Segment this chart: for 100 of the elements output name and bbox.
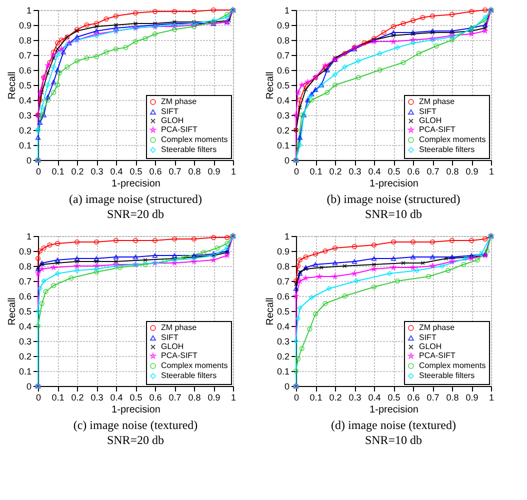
x-tick-label: 0.1 xyxy=(52,166,64,176)
x-tick-label: 1 xyxy=(488,392,494,402)
legend-label: PCA-SIFT xyxy=(161,351,198,360)
x-tick-label: 0.7 xyxy=(426,392,440,402)
y-tick-label: 0 xyxy=(284,156,290,166)
x-tick-label: 0.8 xyxy=(446,392,459,402)
y-tick-label: 0.9 xyxy=(276,20,290,30)
text: (b) image noise (structured) xyxy=(326,192,460,206)
x-tick-label: 0.4 xyxy=(110,392,123,402)
legend-label: Steerable filters xyxy=(161,371,217,380)
x-tick-label: 1 xyxy=(230,166,236,176)
y-tick-label: 0.7 xyxy=(276,276,290,286)
y-tick-label: 0.2 xyxy=(276,352,290,362)
y-tick-label: 0.9 xyxy=(18,20,32,30)
legend-label: ZM phase xyxy=(419,323,456,332)
y-tick-label: 0.7 xyxy=(18,276,32,286)
x-tick-label: 0.9 xyxy=(208,166,220,176)
y-tick-label: 0 xyxy=(26,156,32,166)
x-tick-label: 0.6 xyxy=(149,392,162,402)
y-tick-label: 0 xyxy=(284,382,290,392)
x-tick-label: 0.5 xyxy=(130,166,142,176)
legend-label: SIFT xyxy=(419,333,436,342)
legend-label: ZM phase xyxy=(419,97,456,106)
y-tick-label: 0.2 xyxy=(276,126,290,136)
y-axis-title: Recall xyxy=(264,298,276,326)
legend-label: PCA-SIFT xyxy=(419,351,456,360)
y-tick-label: 0.3 xyxy=(276,336,290,346)
y-tick-label: 0.5 xyxy=(276,306,290,316)
x-tick-label: 0.7 xyxy=(426,166,440,176)
y-tick-label: 0.1 xyxy=(276,366,290,376)
x-axis-title: 1-precision xyxy=(370,404,418,416)
y-tick-label: 0.8 xyxy=(18,36,32,46)
y-tick-label: 0.5 xyxy=(18,306,32,316)
legend-label: PCA-SIFT xyxy=(161,125,198,134)
x-tick-label: 1 xyxy=(488,166,494,176)
y-tick-label: 1 xyxy=(284,232,290,242)
y-tick-label: 0.8 xyxy=(276,262,290,272)
x-tick-label: 0.9 xyxy=(208,392,220,402)
y-tick-label: 0.3 xyxy=(276,110,290,120)
x-axis-title: 1-precision xyxy=(370,178,418,190)
x-tick-label: 0.3 xyxy=(348,166,362,176)
x-tick-label: 0.2 xyxy=(329,166,342,176)
legend-label: GLOH xyxy=(161,342,184,351)
text: SNR=20 db xyxy=(106,433,164,447)
x-tick-label: 0.8 xyxy=(188,392,201,402)
y-tick-label: 1 xyxy=(284,6,290,16)
legend-label: GLOH xyxy=(419,342,442,351)
legend-label: GLOH xyxy=(419,116,442,125)
x-tick-label: 0.1 xyxy=(310,392,322,402)
x-tick-label: 0.9 xyxy=(466,392,478,402)
x-tick-label: 0.5 xyxy=(388,392,400,402)
y-tick-label: 0.1 xyxy=(18,366,32,376)
x-axis-title: 1-precision xyxy=(112,178,160,190)
x-tick-label: 0 xyxy=(36,166,42,176)
y-tick-label: 0.9 xyxy=(276,246,290,256)
y-tick-label: 0.8 xyxy=(18,262,32,272)
x-tick-label: 0.2 xyxy=(329,392,342,402)
x-tick-label: 0.5 xyxy=(388,166,400,176)
y-tick-label: 0.6 xyxy=(276,292,290,302)
y-tick-label: 0.4 xyxy=(276,322,290,332)
y-axis-title: Recall xyxy=(6,72,18,100)
y-axis-title: Recall xyxy=(264,72,276,100)
x-tick-label: 0 xyxy=(294,392,300,402)
y-tick-label: 0.3 xyxy=(18,110,32,120)
y-tick-label: 0.7 xyxy=(18,50,32,60)
y-tick-label: 0.2 xyxy=(18,126,32,136)
x-tick-label: 0 xyxy=(36,392,42,402)
y-tick-label: 0.8 xyxy=(276,36,290,46)
legend-label: SIFT xyxy=(161,107,178,116)
y-tick-label: 0.5 xyxy=(18,80,32,90)
x-tick-label: 0.6 xyxy=(149,166,162,176)
x-tick-label: 0.4 xyxy=(110,166,123,176)
y-tick-label: 0.1 xyxy=(18,140,32,150)
y-tick-label: 0.5 xyxy=(276,80,290,90)
y-tick-label: 0.3 xyxy=(18,336,32,346)
text: SNR=10 db xyxy=(364,207,422,221)
x-tick-label: 0.3 xyxy=(90,392,104,402)
legend-label: Steerable filters xyxy=(419,145,475,154)
text: SNR=10 db xyxy=(364,433,422,447)
y-tick-label: 0.2 xyxy=(18,352,32,362)
x-tick-label: 0.4 xyxy=(368,166,381,176)
x-tick-label: 0.7 xyxy=(168,166,182,176)
legend-label: Steerable filters xyxy=(419,371,475,380)
x-tick-label: 0.3 xyxy=(90,166,104,176)
legend-label: ZM phase xyxy=(161,323,198,332)
x-tick-label: 0.4 xyxy=(368,392,381,402)
x-tick-label: 0.2 xyxy=(71,392,84,402)
x-tick-label: 0.5 xyxy=(130,392,142,402)
y-tick-label: 0.7 xyxy=(276,50,290,60)
legend-label: ZM phase xyxy=(161,97,198,106)
text: (c) image noise (textured) xyxy=(73,418,198,432)
text: (a) image noise (structured) xyxy=(69,192,202,206)
x-tick-label: 0 xyxy=(294,166,300,176)
y-tick-label: 1 xyxy=(26,232,32,242)
legend-label: Complex moments xyxy=(419,135,486,144)
y-tick-label: 0.4 xyxy=(276,96,290,106)
x-tick-label: 0.1 xyxy=(310,166,322,176)
x-tick-label: 0.8 xyxy=(188,166,201,176)
y-axis-title: Recall xyxy=(6,298,18,326)
x-tick-label: 0.8 xyxy=(446,166,459,176)
